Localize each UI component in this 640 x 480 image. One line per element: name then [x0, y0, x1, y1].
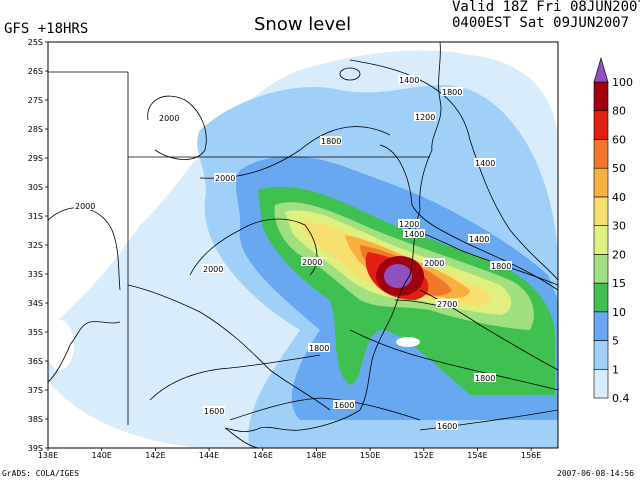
colorbar-segment	[593, 167, 609, 198]
colorbar-segment	[593, 311, 609, 341]
latitude-axis: 25S 26S 27S 28S 29S 30S 31S 32S 33S 34S 35S 36S 37S 3…	[28, 38, 48, 453]
contour-label: 2000	[424, 259, 444, 268]
contour-label: 2000	[159, 114, 179, 123]
colorbar-label: 0.4	[612, 392, 630, 405]
lat-tick-label: 28S	[28, 125, 43, 134]
precipitation-shading	[48, 50, 558, 448]
colorbar-label: 60	[612, 133, 626, 146]
contour-label: 1400	[475, 159, 495, 168]
lat-tick-label: 32S	[28, 241, 43, 250]
lon-tick-label: 146E	[253, 451, 273, 460]
lon-tick-label: 150E	[360, 451, 380, 460]
lat-tick-label: 26S	[28, 67, 43, 76]
colorbar-label: 100	[612, 76, 633, 89]
timestamp-text: 2007-06-08-14:56	[557, 469, 635, 478]
lat-tick-label: 31S	[28, 212, 43, 221]
contour-labels: 2000 2000 2000 2000 2000 1800 1800 1800 …	[74, 75, 512, 431]
lon-tick-label: 154E	[467, 451, 487, 460]
lat-tick-label: 30S	[28, 183, 43, 192]
valid-time-line2: 0400EST Sat 09JUN2007	[452, 15, 630, 31]
colorbar-segment	[593, 254, 609, 284]
contour-label: 2000	[302, 258, 322, 267]
lon-tick-label: 140E	[92, 451, 112, 460]
lon-tick-label: 142E	[145, 451, 165, 460]
colorbar-segment	[593, 139, 609, 169]
lon-tick-label: 144E	[199, 451, 219, 460]
colorbar-segment	[593, 110, 609, 140]
lat-tick-label: 36S	[28, 357, 43, 366]
contour-label: 1400	[469, 235, 489, 244]
contour-label: 1400	[404, 230, 424, 239]
colorbar-segment	[593, 225, 609, 255]
valid-time-line1: Valid 18Z Fri 08JUN2007	[452, 0, 640, 15]
credit-text: GrADS: COLA/IGES	[2, 469, 80, 478]
lon-tick-label: 156E	[521, 451, 541, 460]
colorbar-label: 80	[612, 105, 626, 118]
lat-tick-label: 33S	[28, 270, 43, 279]
lon-tick-label: 152E	[414, 451, 434, 460]
colorbar-label: 20	[612, 248, 626, 261]
contour-label: 1600	[334, 401, 354, 410]
contour-label: 1800	[475, 374, 495, 383]
contour-label: 1800	[309, 344, 329, 353]
contour-label: 1800	[442, 88, 462, 97]
contour-label: 1200	[415, 113, 435, 122]
colorbar-label: 30	[612, 220, 626, 233]
lat-tick-label: 39S	[28, 444, 43, 453]
contour-label: 2700	[437, 300, 457, 309]
colorbar-label: 40	[612, 191, 626, 204]
lon-tick-label: 138E	[38, 451, 58, 460]
lat-tick-label: 38S	[28, 415, 43, 424]
contour-label: 1400	[399, 76, 419, 85]
lat-tick-label: 35S	[28, 328, 43, 337]
lat-tick-label: 34S	[28, 299, 43, 308]
lat-tick-label: 29S	[28, 154, 43, 163]
colorbar-label: 10	[612, 306, 626, 319]
contour-label: 1800	[321, 137, 341, 146]
longitude-axis: 138E 140E 142E 144E 146E 148E 150E 152E 154E 156E	[38, 448, 541, 460]
colorbar-segment	[593, 282, 609, 313]
map-title: Snow level	[254, 14, 352, 35]
contour-label: 1800	[491, 262, 511, 271]
colorbar-segment	[593, 81, 609, 112]
contour-label: 1600	[437, 422, 457, 431]
colorbar-top-triangle	[593, 56, 609, 83]
contour-label: 2000	[215, 174, 235, 183]
colorbar-label: 15	[612, 277, 626, 290]
colorbar-label: 5	[612, 335, 619, 348]
colorbar-segment	[593, 340, 609, 370]
colorbar-label: 1	[612, 363, 619, 376]
lat-tick-label: 27S	[28, 96, 43, 105]
lat-tick-label: 37S	[28, 386, 43, 395]
contour-label: 2000	[75, 202, 95, 211]
contour-label: 1600	[204, 407, 224, 416]
colorbar-segment	[593, 196, 609, 226]
lat-tick-label: 25S	[28, 38, 43, 47]
model-label: GFS +18HRS	[4, 21, 89, 37]
coastline	[48, 42, 442, 448]
contour-label: 1200	[399, 220, 419, 229]
contour-label: 2000	[203, 265, 223, 274]
colorbar-label: 50	[612, 162, 626, 175]
colorbar-segment	[593, 368, 609, 399]
lon-tick-label: 148E	[306, 451, 326, 460]
